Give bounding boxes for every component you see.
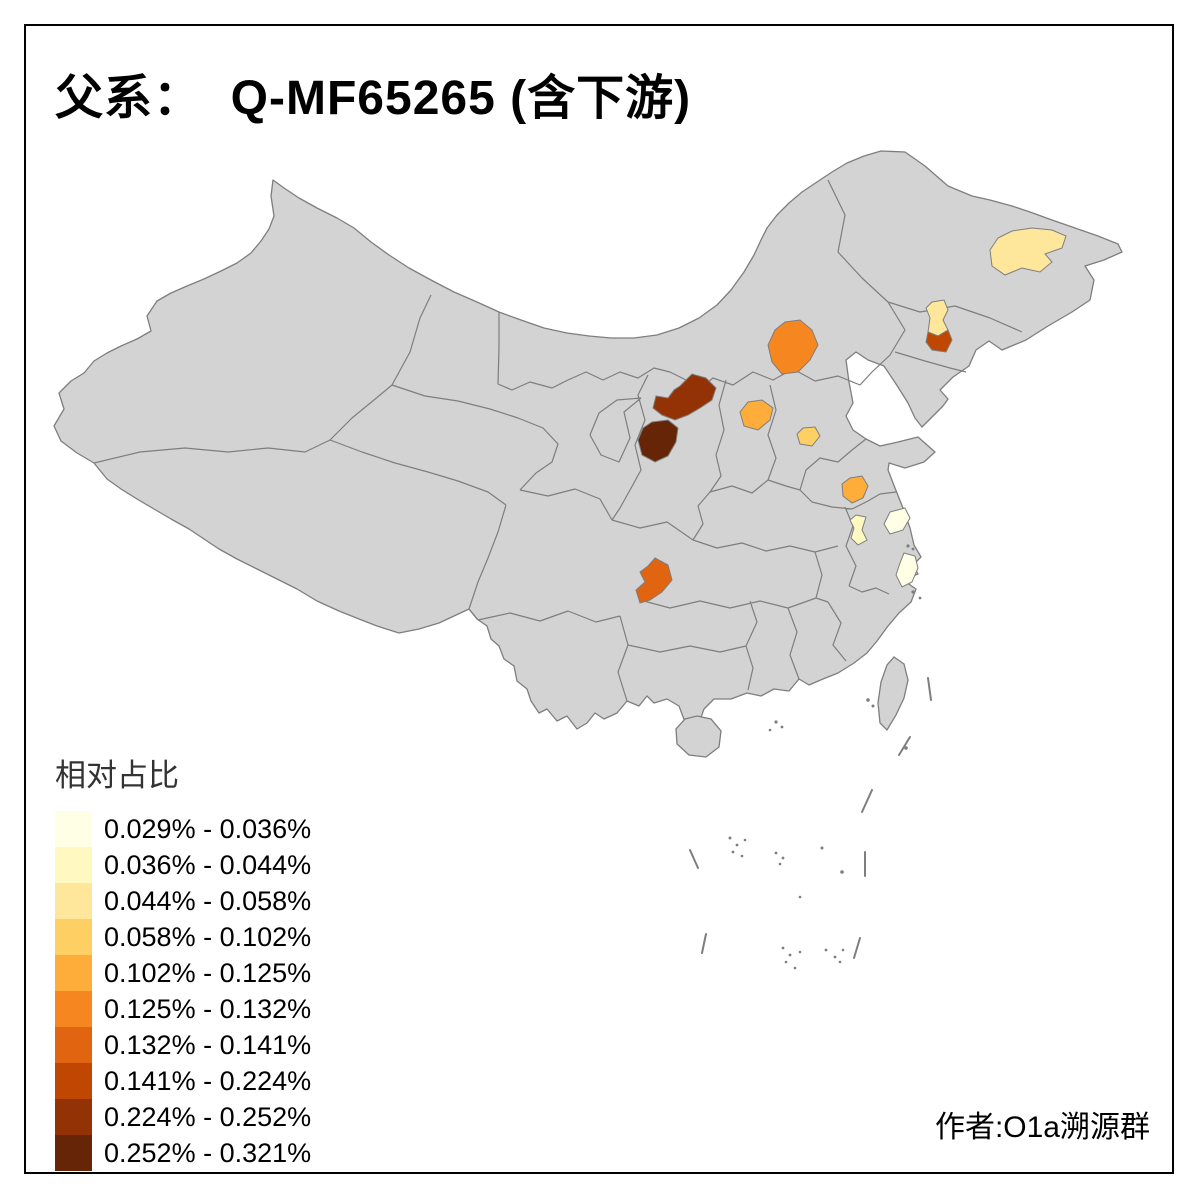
legend-item: 0.224% - 0.252%	[55, 1099, 311, 1135]
legend-swatch	[55, 1063, 92, 1099]
legend-swatch	[55, 1099, 92, 1135]
legend-swatch	[55, 1135, 92, 1171]
region-jiangsu-south	[849, 514, 868, 546]
taiwan-island	[877, 656, 909, 732]
legend-swatch	[55, 955, 92, 991]
legend-swatch	[55, 847, 92, 883]
legend-item: 0.058% - 0.102%	[55, 919, 311, 955]
region-chongqing	[635, 557, 673, 604]
legend-label: 0.044% - 0.058%	[104, 886, 312, 916]
legend-label: 0.125% - 0.132%	[104, 994, 312, 1024]
region-shaanxi-yulin	[652, 373, 717, 421]
legend: 相对占比 0.029% - 0.036% 0.036% - 0.044% 0.044…	[55, 750, 311, 1171]
legend-swatch	[55, 991, 92, 1027]
legend-item: 0.125% - 0.132%	[55, 991, 311, 1027]
legend-swatch	[55, 1027, 92, 1063]
author-credit: 作者:O1a溯源群	[934, 1111, 1150, 1144]
region-inner-mongolia	[767, 319, 819, 375]
legend-label: 0.102% - 0.125%	[104, 958, 312, 988]
legend-item: 0.102% - 0.125%	[55, 955, 311, 991]
legend-label: 0.252% - 0.321%	[104, 1138, 312, 1168]
legend-item: 0.044% - 0.058%	[55, 883, 311, 919]
legend-label: 0.132% - 0.141%	[104, 1030, 312, 1060]
legend-item: 0.141% - 0.224%	[55, 1063, 311, 1099]
legend-item: 0.036% - 0.044%	[55, 847, 311, 883]
small-islands	[728, 544, 922, 970]
province-borders	[93, 179, 1023, 702]
legend-label: 0.224% - 0.252%	[104, 1102, 312, 1132]
mainland-outline	[53, 150, 1123, 737]
legend-item: 0.029% - 0.036%	[55, 811, 311, 847]
region-shanghai-area	[895, 552, 919, 588]
region-hebei-south	[796, 426, 821, 447]
region-jiangsu-north	[841, 475, 869, 504]
legend-label: 0.141% - 0.224%	[104, 1066, 312, 1096]
map-title: 父系： Q-MF65265 (含下游)	[55, 72, 692, 125]
region-jiangsu-east	[883, 507, 911, 535]
legend-items: 0.029% - 0.036% 0.036% - 0.044% 0.044% - 0…	[55, 811, 311, 1171]
legend-title: 相对占比	[55, 758, 179, 793]
legend-label: 0.029% - 0.036%	[104, 814, 312, 844]
legend-label: 0.058% - 0.102%	[104, 922, 312, 952]
region-shaanxi-yanan	[637, 419, 679, 463]
hainan-island	[675, 715, 722, 758]
legend-item: 0.132% - 0.141%	[55, 1027, 311, 1063]
legend-swatch	[55, 919, 92, 955]
legend-swatch	[55, 811, 92, 847]
legend-item: 0.252% - 0.321%	[55, 1135, 311, 1171]
region-heilongjiang	[989, 227, 1067, 276]
legend-swatch	[55, 883, 92, 919]
legend-label: 0.036% - 0.044%	[104, 850, 312, 880]
region-shanxi-east	[739, 399, 774, 431]
region-liaoning-east	[925, 329, 953, 353]
sea-boundary-dashes	[689, 677, 932, 959]
